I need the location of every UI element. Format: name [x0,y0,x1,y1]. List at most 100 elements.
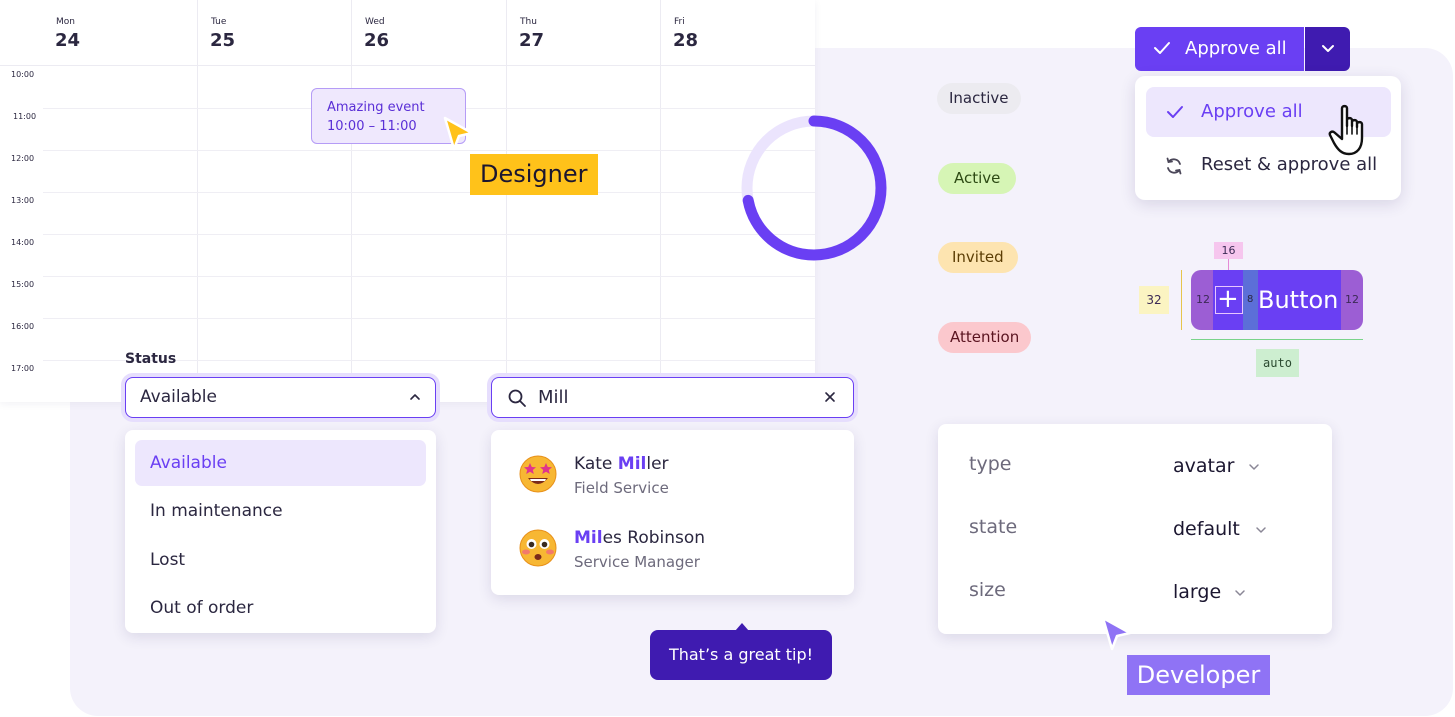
day-name: Mon [56,17,75,27]
badge-active: Active [938,163,1017,194]
padding-left-value: 12 [1196,293,1210,306]
property-key: state [969,516,1018,538]
button-anatomy-label: Button [1258,286,1339,314]
width-line [1191,339,1363,340]
menu-item-label: Reset & approve all [1201,154,1378,175]
icon-area [1213,270,1243,330]
property-value: avatar [1173,455,1235,477]
tooltip-arrow [735,623,749,631]
day-number: 27 [519,30,545,51]
gap-area [1243,270,1258,330]
day-name: Fri [674,17,685,27]
day-name: Tue [211,17,227,27]
menu-item-label: Approve all [1201,101,1303,122]
time-gridline [43,234,815,235]
time-label: 15:00 [11,280,35,289]
status-option-out-of-order[interactable]: Out of order [150,598,254,618]
day-name: Wed [365,17,385,27]
designer-cursor-icon [443,116,474,151]
search-result-item[interactable]: Kate Miller Field Service [518,453,838,503]
icon-bounds [1215,286,1243,314]
button-anatomy: + Button 12 8 12 [1191,270,1363,330]
padding-right-value: 12 [1345,293,1359,306]
time-label: 14:00 [11,238,35,247]
day-number: 24 [55,30,81,51]
check-icon [1154,42,1170,54]
clear-icon[interactable] [824,391,836,403]
status-label: Status [125,351,177,367]
search-value: Mill [538,387,569,408]
calendar-day-wed[interactable]: Wed 26 [351,0,506,402]
time-gridline [43,360,815,361]
property-row-state[interactable]: state default [938,508,1332,548]
hand-pointer-icon [1328,104,1364,156]
property-key: size [969,579,1006,601]
time-label: 12:00 [11,154,35,163]
time-label: 13:00 [11,196,35,205]
chevron-down-icon [1256,527,1266,533]
property-row-type[interactable]: type avatar [938,445,1332,485]
status-option-available[interactable]: Available [135,440,426,486]
time-gridline [43,150,815,151]
calendar-day-mon[interactable]: Mon 24 [43,0,197,402]
menu-item-approve-all[interactable]: Approve all [1146,87,1391,137]
progress-ring [741,115,887,261]
approve-dropdown-toggle[interactable] [1305,27,1350,71]
time-gridline [43,192,815,193]
result-role: Field Service [574,479,669,497]
status-select-value: Available [140,387,217,407]
time-gridline [43,276,815,277]
status-options-list: Available In maintenance Lost Out of ord… [125,430,436,633]
time-label: 17:00 [11,364,35,373]
time-label: 11:00 [13,112,37,121]
icon-size-tag: 16 [1214,242,1243,259]
approve-all-label: Approve all [1185,38,1287,59]
day-number: 25 [210,30,236,51]
calendar-day-tue[interactable]: Tue 25 [197,0,351,402]
check-icon [1167,106,1183,118]
approve-all-button[interactable]: Approve all [1135,27,1304,71]
day-number: 28 [673,30,699,51]
time-label: 16:00 [11,322,35,331]
badge-invited: Invited [938,242,1018,273]
time-label: 10:00 [11,70,35,79]
search-results-list: Kate Miller Field Service Miles Robinson… [491,430,854,595]
property-row-size[interactable]: size large [938,571,1332,611]
calendar-event[interactable]: Amazing event 10:00 – 11:00 [311,88,466,144]
status-option-in-maintenance[interactable]: In maintenance [150,501,283,521]
gap-value: 8 [1247,294,1254,305]
approve-menu: Approve all Reset & approve all [1135,76,1401,200]
menu-item-reset-approve-all[interactable]: Reset & approve all [1146,140,1391,190]
height-tag: 32 [1139,286,1169,314]
calendar-day-thu[interactable]: Thu 27 [506,0,660,402]
padding-left-area [1191,270,1213,330]
calendar-day-fri[interactable]: Fri 28 [660,0,815,402]
search-input[interactable]: Mill [491,377,854,418]
property-value: default [1173,518,1240,540]
result-name: Miles Robinson [574,528,706,548]
chevron-down-icon [1235,590,1245,596]
property-value: large [1173,581,1222,603]
time-gridline [43,318,815,319]
search-icon [508,389,526,407]
search-result-item[interactable]: Miles Robinson Service Manager [518,527,838,577]
star-struck-emoji-icon [519,455,557,493]
flushed-emoji-icon [519,529,557,567]
padding-right-area [1341,270,1363,330]
result-name: Kate Miller [574,454,669,474]
designer-label: Designer [470,154,598,195]
properties-panel: type avatar state default size large [938,424,1332,634]
badge-inactive: Inactive [937,83,1021,114]
tooltip: That’s a great tip! [650,630,832,680]
status-select[interactable]: Available [125,377,436,418]
calendar-header [0,0,815,66]
height-line [1181,270,1182,330]
width-tag: auto [1256,349,1299,377]
property-key: type [969,453,1012,475]
badge-attention: Attention [938,322,1032,353]
event-title: Amazing event [327,100,425,115]
status-option-lost[interactable]: Lost [150,550,186,570]
chevron-down-icon [1322,45,1334,52]
day-number: 26 [364,30,390,51]
event-time: 10:00 – 11:00 [327,119,417,134]
